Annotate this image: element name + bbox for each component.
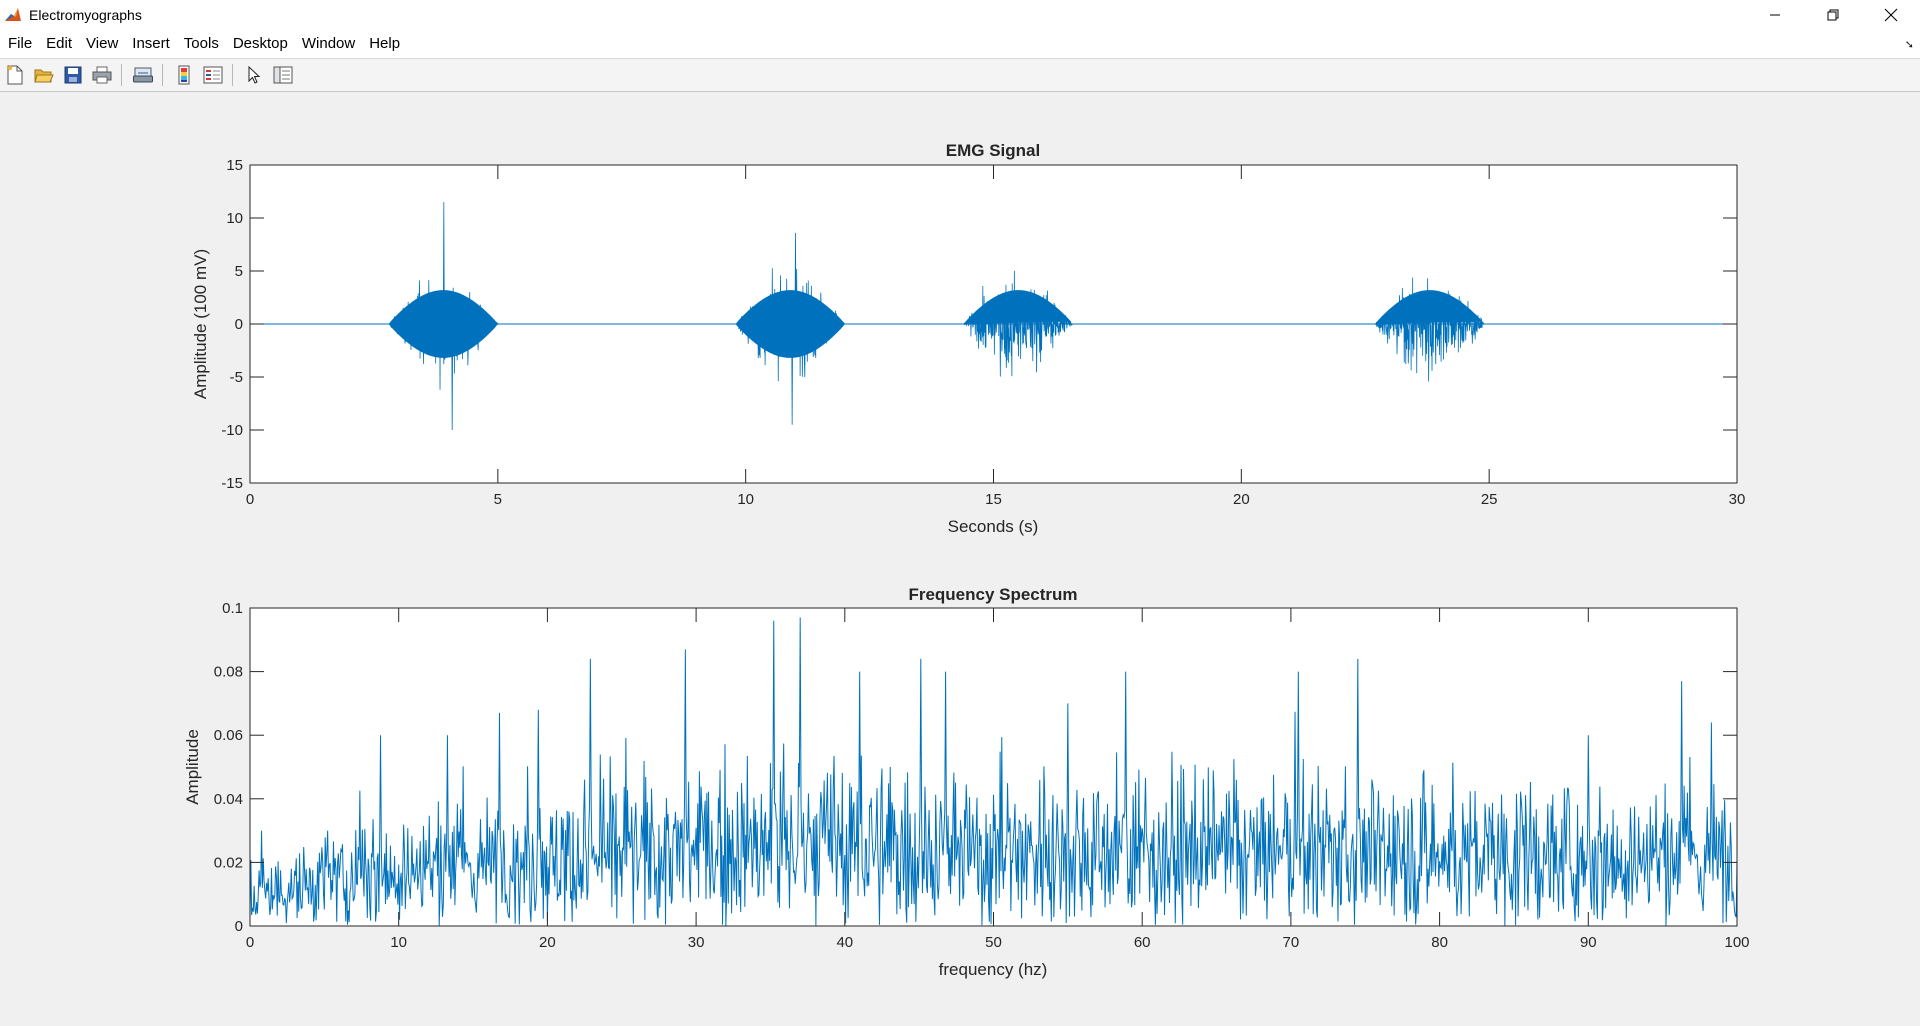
link-plot-icon <box>133 67 153 83</box>
spectrum-x-tick-label: 100 <box>1724 934 1749 951</box>
emg-y-tick-label: -5 <box>230 369 243 386</box>
spectrum-x-tick-label: 10 <box>390 934 407 951</box>
matlab-icon <box>3 4 23 25</box>
new-figure-icon <box>7 65 23 85</box>
spectrum-x-tick-label: 80 <box>1431 934 1448 951</box>
restore-button[interactable] <box>1804 0 1862 29</box>
emg-y-tick-label: -15 <box>221 475 243 492</box>
spectrum-x-tick-label: 70 <box>1283 934 1300 951</box>
frequency-spectrum-axes[interactable]: 0 10 20 30 40 50 60 70 80 90 100 0 0.02 0.04 0.06 0.08 0… <box>183 585 1750 979</box>
menu-tools[interactable]: Tools <box>183 34 219 52</box>
menu-bar: File Edit View Insert Tools Desktop Wind… <box>0 29 1920 59</box>
dock-arrow-icon[interactable]: ➘ <box>1904 39 1914 51</box>
minimize-icon <box>1770 14 1780 15</box>
emg-burst <box>388 202 499 431</box>
emg-burst <box>963 270 1073 377</box>
spectrum-y-tick-label: 0.04 <box>214 791 243 808</box>
emg-burst <box>735 232 846 425</box>
pointer-icon <box>248 66 261 84</box>
emg-burst <box>1375 277 1485 382</box>
emg-chart-title: EMG Signal <box>946 141 1040 160</box>
menu-help[interactable]: Help <box>369 34 401 52</box>
spectrum-line <box>249 617 1738 926</box>
emg-x-tick-label: 30 <box>1729 491 1746 508</box>
emg-y-tick-label: 10 <box>226 210 243 227</box>
colorbar-icon <box>178 65 190 85</box>
restore-icon <box>1827 9 1839 20</box>
property-inspector-button[interactable] <box>270 62 296 88</box>
emg-signal-trace <box>250 202 1737 431</box>
print-button[interactable] <box>89 62 115 88</box>
emg-x-tick-label: 15 <box>985 491 1002 508</box>
spectrum-x-tick-label: 90 <box>1580 934 1597 951</box>
spectrum-plot-area <box>250 608 1737 926</box>
toolbar-separator <box>162 64 163 86</box>
emg-x-tick-label: 25 <box>1481 491 1498 508</box>
open-icon <box>34 69 54 83</box>
emg-y-tick-label: 0 <box>235 316 243 333</box>
emg-y-axis-label: Amplitude (100 mV) <box>191 249 210 399</box>
legend-button[interactable] <box>200 62 226 88</box>
link-plot-button[interactable] <box>130 62 156 88</box>
spectrum-y-axis-label: Amplitude <box>183 729 202 805</box>
emg-signal-axes[interactable]: 0 5 10 15 20 25 30 -15 -10 -5 0 5 10 15 EMG Signal Se… <box>191 141 1745 536</box>
toolbar-separator <box>232 64 233 86</box>
emg-x-tick-label: 20 <box>1233 491 1250 508</box>
spectrum-chart-title: Frequency Spectrum <box>908 585 1077 604</box>
toolbar-separator <box>121 64 122 86</box>
minimize-button[interactable] <box>1746 0 1804 29</box>
close-icon <box>1884 8 1898 21</box>
menu-window[interactable]: Window <box>301 34 356 52</box>
spectrum-y-tick-label: 0.02 <box>214 854 243 871</box>
emg-x-tick-label: 0 <box>246 491 254 508</box>
spectrum-x-tick-label: 50 <box>985 934 1002 951</box>
emg-y-tick-label: 15 <box>226 157 243 174</box>
spectrum-x-tick-label: 60 <box>1134 934 1151 951</box>
spectrum-x-tick-label: 30 <box>688 934 705 951</box>
figure-plots[interactable]: 0 5 10 15 20 25 30 -15 -10 -5 0 5 10 15 EMG Signal Se… <box>0 92 1920 1026</box>
legend-icon <box>203 66 223 84</box>
emg-x-axis-label: Seconds (s) <box>948 517 1039 536</box>
spectrum-x-tick-label: 0 <box>246 934 254 951</box>
emg-x-tick-label: 10 <box>737 491 754 508</box>
window-title: Electromyographs <box>29 6 142 23</box>
window-controls <box>1746 0 1920 29</box>
spectrum-y-tick-label: 0 <box>235 918 243 935</box>
spectrum-x-axis-label: frequency (hz) <box>939 960 1048 979</box>
figure-toolbar <box>0 59 1920 92</box>
property-inspector-icon <box>273 66 293 84</box>
open-button[interactable] <box>31 62 57 88</box>
print-icon <box>92 66 112 84</box>
menu-view[interactable]: View <box>86 34 119 52</box>
window-titlebar: Electromyographs <box>0 0 1920 29</box>
spectrum-y-tick-label: 0.1 <box>222 600 243 617</box>
spectrum-y-tick-label: 0.06 <box>214 727 243 744</box>
frequency-spectrum-trace <box>249 617 1738 926</box>
menu-desktop[interactable]: Desktop <box>232 34 288 52</box>
menu-edit[interactable]: Edit <box>46 34 73 52</box>
pointer-button[interactable] <box>241 62 267 88</box>
new-figure-button[interactable] <box>2 62 28 88</box>
emg-x-tick-label: 5 <box>494 491 502 508</box>
figure-canvas[interactable]: 0 5 10 15 20 25 30 -15 -10 -5 0 5 10 15 EMG Signal Se… <box>0 92 1920 1026</box>
spectrum-x-tick-label: 20 <box>539 934 556 951</box>
emg-y-tick-label: -10 <box>221 422 243 439</box>
save-button[interactable] <box>60 62 86 88</box>
emg-y-tick-label: 5 <box>235 263 243 280</box>
menu-insert[interactable]: Insert <box>132 34 170 52</box>
close-button[interactable] <box>1862 0 1920 29</box>
menu-file[interactable]: File <box>8 34 33 52</box>
save-icon <box>64 66 82 84</box>
colorbar-button[interactable] <box>171 62 197 88</box>
spectrum-x-tick-label: 40 <box>836 934 853 951</box>
spectrum-y-tick-label: 0.08 <box>214 664 243 681</box>
